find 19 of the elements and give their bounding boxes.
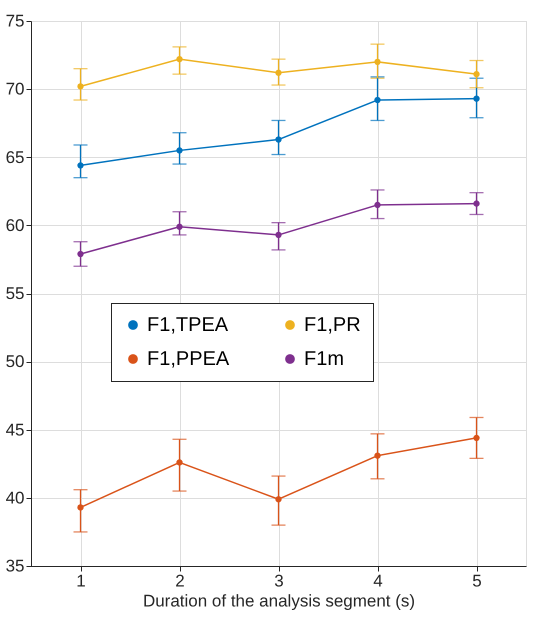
x-tick-label: 2 — [175, 572, 185, 590]
legend-label: F1m — [304, 348, 344, 370]
y-tick-label: 65 — [6, 148, 24, 167]
y-tick-label: 35 — [6, 556, 24, 576]
legend-label: F1,PR — [304, 314, 361, 336]
x-tick-label: 3 — [274, 572, 284, 590]
x-tick-label: 5 — [472, 572, 482, 590]
y-tick-label: 70 — [6, 80, 24, 99]
x-tick-label: 1 — [76, 572, 86, 590]
y-tick-label: 55 — [6, 284, 24, 303]
legend-label: F1,PPEA — [147, 348, 230, 370]
y-tick-label: 50 — [6, 352, 24, 372]
x-tick-label: 4 — [373, 572, 383, 590]
y-tick-label: 75 — [6, 12, 24, 30]
x-axis-title: Duration of the analysis segment (s) — [142, 592, 416, 610]
legend-label: F1,TPEA — [147, 314, 229, 336]
y-tick-label: 60 — [6, 216, 24, 235]
y-tick-label: 45 — [6, 420, 24, 440]
y-tick-label: 40 — [6, 488, 24, 508]
